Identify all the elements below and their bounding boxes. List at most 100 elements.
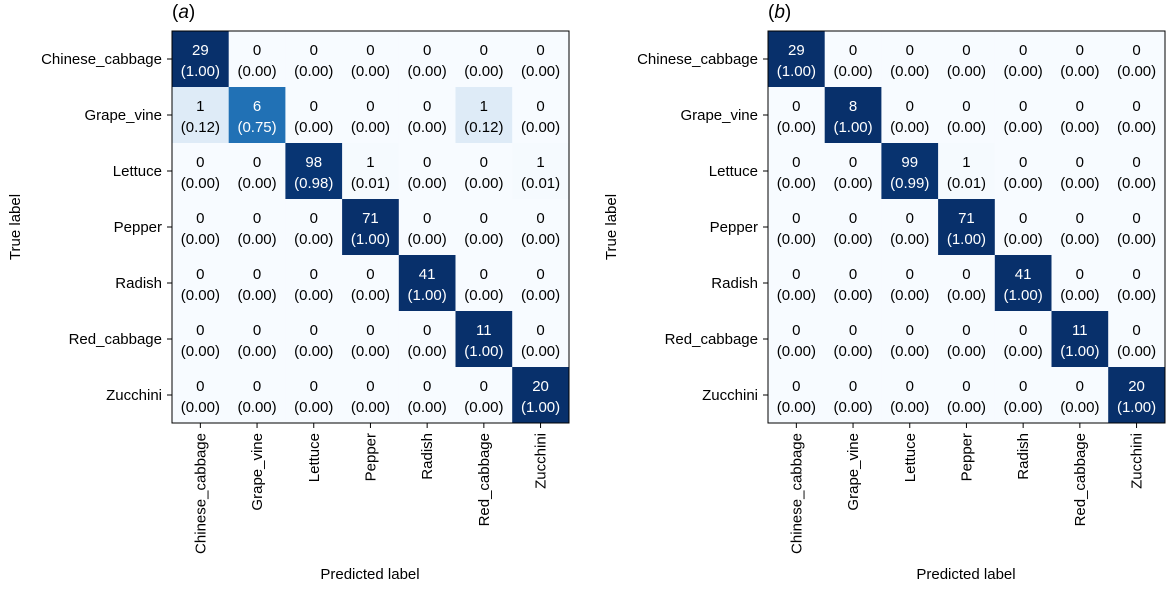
cell-normalized-label: (0.00) [890,63,929,80]
cell-count-label: 11 [476,322,492,339]
cell-normalized-label: (0.00) [947,399,986,416]
cell-count-label: 0 [1019,210,1027,227]
cell-count-label: 0 [1076,154,1084,171]
heatmap-cell [881,143,939,200]
cell-count-label: 0 [366,266,374,283]
cell-normalized-label: (0.01) [351,175,390,192]
heatmap-cell [455,199,513,256]
cell-normalized-label: (0.00) [521,63,560,80]
cell-normalized-label: (0.00) [464,399,503,416]
heatmap-cell [455,367,513,424]
cell-normalized-label: (0.00) [1004,343,1043,360]
cell-normalized-label: (0.00) [1060,399,1099,416]
heatmap-cell [768,31,826,88]
heatmap-cell [768,143,826,200]
y-tick-label: Chinese_cabbage [41,51,162,68]
heatmap-cell [938,31,996,88]
cell-normalized-label: (0.00) [294,63,333,80]
cell-normalized-label: (0.00) [890,119,929,136]
cell-normalized-label: (0.00) [777,343,816,360]
cell-count-label: 0 [423,154,431,171]
heatmap-cell [512,87,570,144]
cell-count-label: 0 [196,154,204,171]
cell-count-label: 20 [1128,378,1145,395]
cell-count-label: 0 [480,154,488,171]
cell-count-label: 0 [1132,322,1140,339]
cell-normalized-label: (0.00) [1117,119,1156,136]
heatmap-cell [455,255,513,312]
cell-normalized-label: (1.00) [777,63,816,80]
cell-count-label: 0 [366,42,374,59]
heatmap-cell [1108,311,1166,368]
cell-normalized-label: (0.00) [237,231,276,248]
heatmap-cell [824,367,882,424]
heatmap-cell [172,255,230,312]
cell-normalized-label: (0.00) [408,63,447,80]
cell-count-label: 0 [792,322,800,339]
cell-count-label: 0 [906,322,914,339]
cell-normalized-label: (1.00) [947,231,986,248]
cell-normalized-label: (0.00) [237,399,276,416]
cell-count-label: 0 [310,98,318,115]
cell-count-label: 0 [423,378,431,395]
x-tick-label: Radish [419,433,436,480]
y-tick-label: Lettuce [709,163,758,180]
heatmap-cell [342,367,400,424]
heatmap-cell [768,255,826,312]
cell-normalized-label: (0.00) [1117,287,1156,304]
cell-count-label: 0 [1132,210,1140,227]
heatmap-cell [824,143,882,200]
heatmap-cell [938,255,996,312]
heatmap-cell [512,199,570,256]
x-tick-label: Grape_vine [249,433,266,511]
y-tick-label: Grape_vine [84,107,162,124]
cell-count-label: 0 [1019,378,1027,395]
cell-count-label: 0 [423,42,431,59]
cell-count-label: 0 [423,98,431,115]
cell-count-label: 0 [480,378,488,395]
cell-normalized-label: (0.00) [181,399,220,416]
heatmap-cell [768,311,826,368]
cell-normalized-label: (0.00) [521,231,560,248]
cell-count-label: 0 [1019,42,1027,59]
y-tick-label: Red_cabbage [665,331,758,348]
heatmap-cell [881,31,939,88]
heatmap-cell [285,199,343,256]
cell-normalized-label: (0.00) [351,399,390,416]
y-axis-title: True label [7,194,24,260]
heatmap-cell [398,255,456,312]
heatmap-cell [994,199,1052,256]
cell-count-label: 71 [958,210,975,227]
cell-normalized-label: (1.00) [1004,287,1043,304]
cell-normalized-label: (1.00) [181,63,220,80]
cell-normalized-label: (0.98) [294,175,333,192]
cell-normalized-label: (0.00) [521,287,560,304]
cell-count-label: 0 [253,266,261,283]
cell-count-label: 0 [536,322,544,339]
heatmap-cell [228,255,286,312]
x-tick-label: Zucchini [533,433,550,489]
cell-count-label: 1 [480,98,488,115]
panel-label: (b) [768,2,791,23]
cell-count-label: 0 [962,378,970,395]
cell-normalized-label: (0.99) [890,175,929,192]
cell-count-label: 0 [1019,98,1027,115]
cell-normalized-label: (0.00) [1004,63,1043,80]
heatmap-cell [938,367,996,424]
cell-normalized-label: (0.01) [947,175,986,192]
y-tick-label: Radish [711,275,758,292]
heatmap-cell [1108,87,1166,144]
cell-count-label: 71 [362,210,379,227]
cell-count-label: 99 [901,154,918,171]
cell-count-label: 0 [536,98,544,115]
x-tick-label: Chinese_cabbage [788,433,805,554]
x-tick-label: Pepper [958,433,975,481]
heatmap-cell [228,143,286,200]
x-axis-title: Predicted label [916,566,1015,583]
cell-count-label: 0 [792,378,800,395]
cell-normalized-label: (0.00) [294,399,333,416]
cell-normalized-label: (0.00) [890,343,929,360]
cell-normalized-label: (1.00) [1117,399,1156,416]
cell-count-label: 0 [1019,322,1027,339]
cell-normalized-label: (0.00) [351,287,390,304]
